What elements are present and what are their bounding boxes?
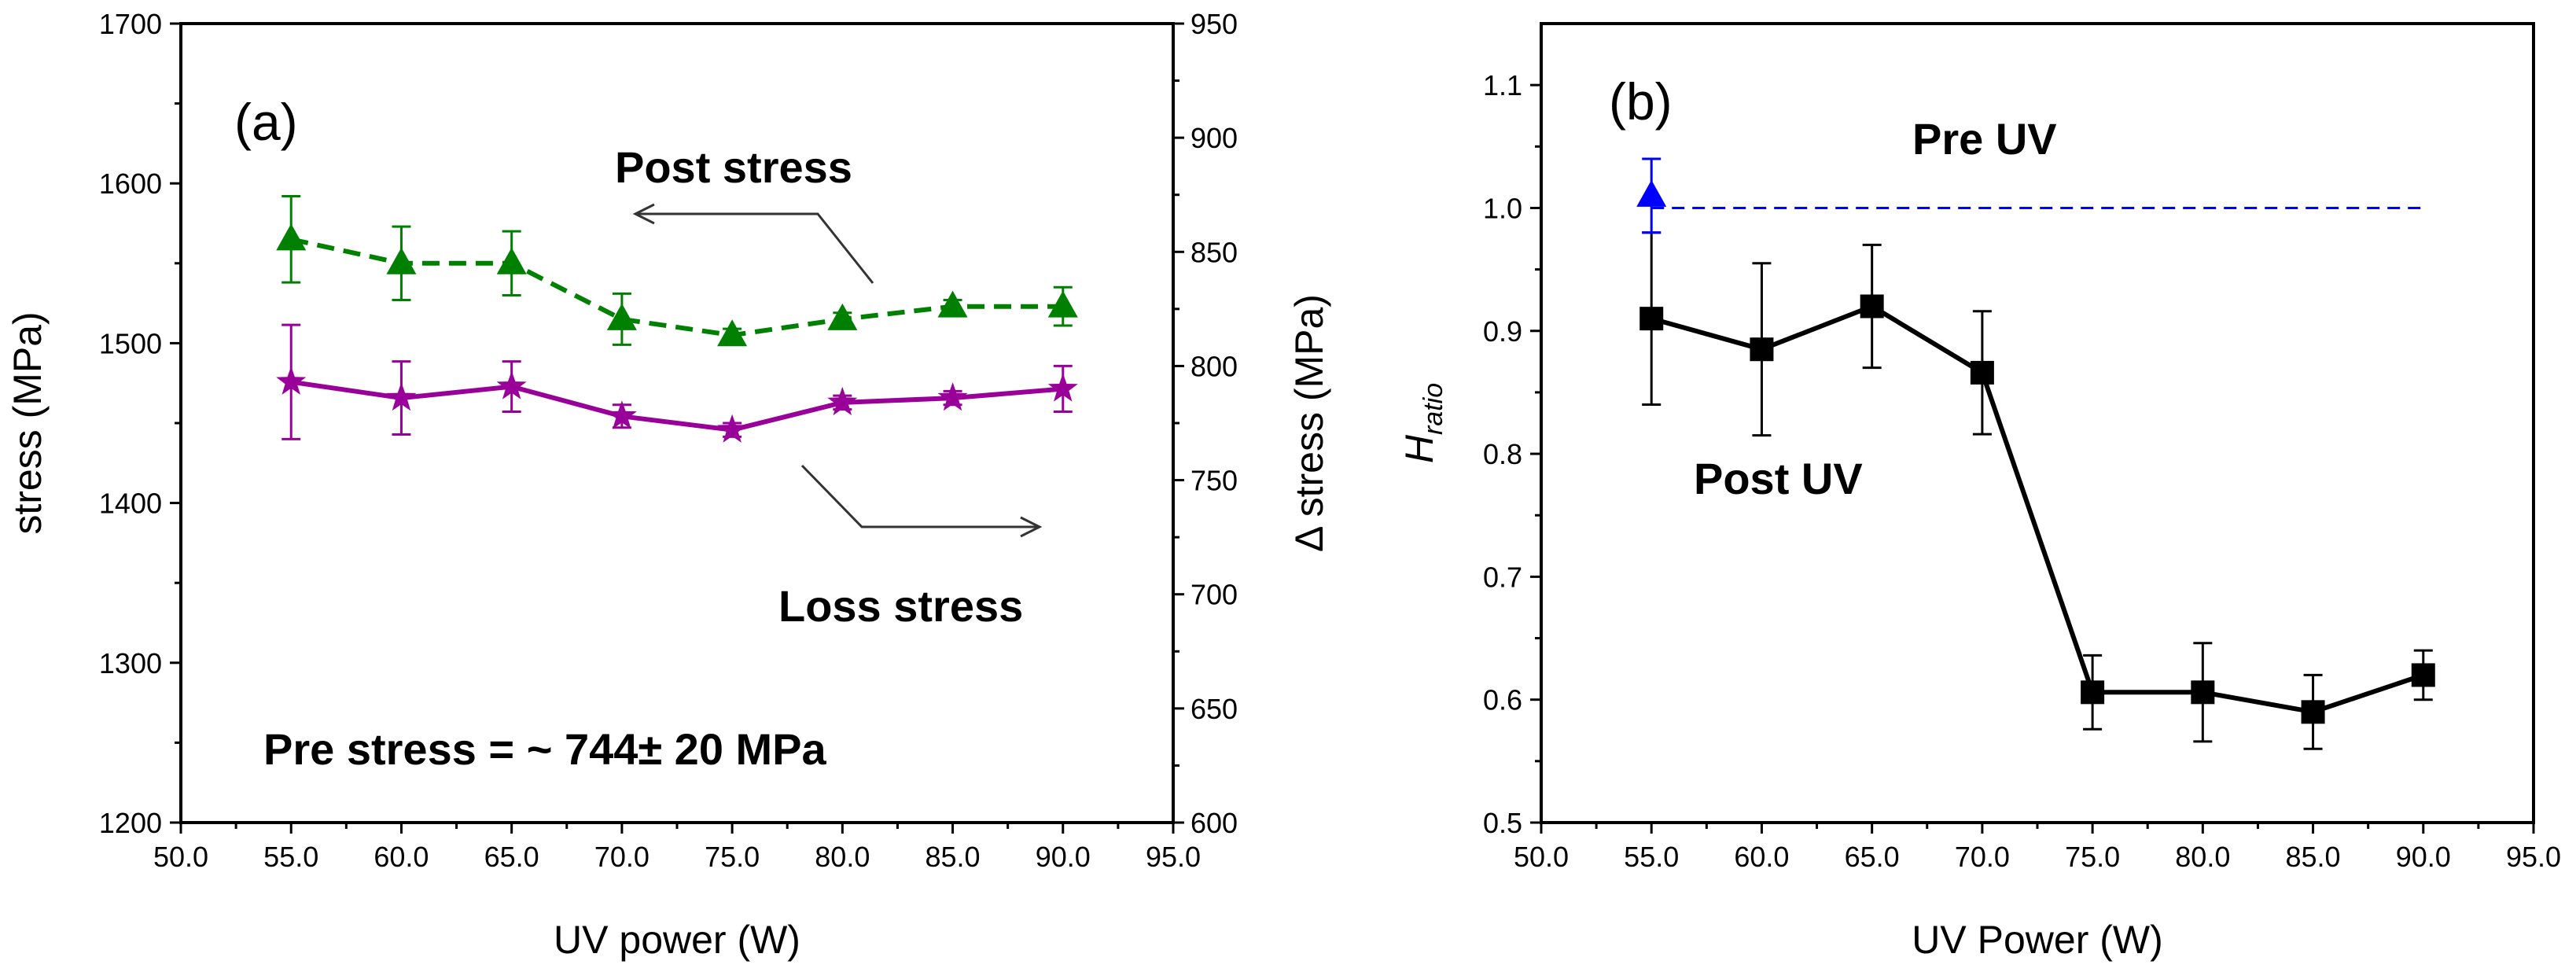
panel-a: 50.0 55.0 60.0 65.0 70.0 75.0 80.0 85.0 90.0 95.0… — [6, 8, 1331, 962]
post-stress-annotation: Post stress — [615, 142, 852, 192]
panel-a-y2-tick-label: 750 — [1190, 465, 1238, 497]
panel-b-y-axis-label-sub: ratio — [1419, 383, 1448, 435]
post-stress-point — [937, 290, 968, 318]
post-uv-point — [2301, 700, 2325, 724]
post-uv-annotation: Post UV — [1694, 454, 1863, 503]
panel-a-x-tick-label: 70.0 — [594, 841, 650, 873]
post-stress-line — [290, 237, 1063, 338]
panel-b-y-ticks: 0.5 0.6 0.7 0.8 0.9 1.0 1.1 — [1483, 69, 1541, 839]
panel-b-x-tick-label: 70.0 — [1955, 841, 2010, 873]
panel-b-y-axis-label: Hratio — [1397, 383, 1448, 463]
panel-b-y-tick-label: 0.6 — [1483, 684, 1522, 716]
post-stress-point — [606, 303, 637, 330]
panel-b-x-tick-label: 65.0 — [1845, 841, 1900, 873]
loss-stress-point — [496, 370, 527, 399]
panel-a-y-tick-label: 1700 — [99, 8, 162, 40]
panel-a-x-tick-label: 80.0 — [815, 841, 870, 873]
loss-stress-point — [717, 414, 748, 443]
post-uv-point — [1750, 337, 1774, 362]
post-uv-point — [2081, 680, 2105, 705]
panel-b-x-tick-label: 50.0 — [1514, 841, 1569, 873]
panel-b-x-tick-label: 85.0 — [2286, 841, 2341, 873]
panel-b-x-tick-label: 95.0 — [2506, 841, 2561, 873]
post-stress-arrow — [632, 203, 874, 284]
panel-a-y-axis-label: stress (MPa) — [6, 311, 50, 534]
loss-stress-line — [290, 379, 1064, 433]
panel-a-y2-tick-label: 800 — [1190, 350, 1238, 382]
panel-a-x-tick-label: 95.0 — [1146, 841, 1201, 873]
panel-b-label: (b) — [1609, 72, 1673, 131]
post-stress-point — [386, 247, 417, 274]
pre-uv-point — [1636, 179, 1667, 207]
pre-uv-annotation: Pre UV — [1912, 114, 2057, 164]
panel-a-x-tick-label: 75.0 — [705, 841, 760, 873]
panel-a-y-tick-label: 1600 — [99, 168, 162, 200]
panel-b-y-tick-label: 0.8 — [1483, 438, 1522, 470]
post-stress-point — [717, 319, 748, 347]
panel-a-x-axis-label: UV power (W) — [554, 918, 800, 962]
loss-stress-arrow — [800, 464, 1043, 538]
panel-a-y-ticks: 1200 1300 1400 1500 1600 1700 — [99, 8, 181, 839]
panel-a-x-tick-label: 85.0 — [926, 841, 981, 873]
post-uv-point — [2411, 663, 2435, 687]
loss-stress-point — [606, 400, 637, 429]
panel-b-x-tick-label: 90.0 — [2396, 841, 2451, 873]
panel-a-y-tick-label: 1200 — [99, 807, 162, 839]
loss-stress-point — [386, 382, 417, 411]
panel-a-y-tick-label: 1300 — [99, 647, 162, 679]
panel-a-label: (a) — [234, 93, 298, 151]
panel-a-y2-tick-label: 850 — [1190, 236, 1238, 268]
panel-a-y2-ticks: 600 650 700 750 800 850 900 950 — [1173, 8, 1238, 839]
panel-b-y-tick-label: 0.9 — [1483, 315, 1522, 348]
panel-a-x-tick-label: 50.0 — [153, 841, 208, 873]
panel-b-x-tick-label: 55.0 — [1624, 841, 1679, 873]
panel-b-x-axis-label: UV Power (W) — [1912, 918, 2162, 962]
loss-stress-point — [276, 366, 307, 395]
panel-a-y2-axis-label: Δ stress (MPa) — [1287, 294, 1331, 552]
panel-b-y-tick-label: 1.0 — [1483, 192, 1522, 224]
post-uv-line — [1650, 304, 2424, 715]
post-uv-point — [1970, 360, 1994, 385]
panel-a-series — [276, 194, 1078, 443]
panel-b-series — [1636, 157, 2435, 750]
panel-a-y-tick-label: 1400 — [99, 488, 162, 520]
loss-stress-point — [1047, 373, 1078, 402]
panel-a-y2-tick-label: 650 — [1190, 693, 1238, 725]
panel-b-y-tick-label: 1.1 — [1483, 69, 1522, 101]
panel-b-x-tick-label: 75.0 — [2065, 841, 2120, 873]
panel-a-x-tick-label: 60.0 — [374, 841, 429, 873]
panel-b: 50.0 55.0 60.0 65.0 70.0 75.0 80.0 85.0 90.0 95.0… — [1397, 22, 2561, 962]
panel-a-y-tick-label: 1500 — [99, 327, 162, 359]
panel-a-x-tick-label: 65.0 — [484, 841, 539, 873]
post-uv-point — [2191, 680, 2215, 705]
panel-a-y2-tick-label: 600 — [1190, 807, 1238, 839]
panel-b-x-ticks: 50.0 55.0 60.0 65.0 70.0 75.0 80.0 85.0 90.0 95.0 — [1514, 823, 2561, 873]
post-uv-point — [1860, 294, 1884, 318]
pre-stress-annotation: Pre stress = ~ 744± 20 MPa — [263, 724, 827, 774]
panel-a-y2-tick-label: 700 — [1190, 579, 1238, 611]
panel-a-y2-tick-label: 950 — [1190, 8, 1238, 40]
post-stress-point — [827, 303, 858, 330]
panel-a-y2-tick-label: 900 — [1190, 122, 1238, 154]
post-stress-point — [496, 247, 527, 274]
panel-b-x-tick-label: 60.0 — [1734, 841, 1789, 873]
panel-a-x-tick-label: 90.0 — [1036, 841, 1091, 873]
panel-b-y-axis-label-main: H — [1397, 434, 1441, 463]
panel-a-x-tick-label: 55.0 — [263, 841, 318, 873]
panel-a-x-ticks: 50.0 55.0 60.0 65.0 70.0 75.0 80.0 85.0 90.0 95.0 — [153, 823, 1201, 873]
post-uv-point — [1639, 307, 1664, 331]
panel-b-y-tick-label: 0.5 — [1483, 807, 1522, 839]
panel-b-y-tick-label: 0.7 — [1483, 561, 1522, 593]
panel-b-x-tick-label: 80.0 — [2175, 841, 2230, 873]
loss-stress-point — [827, 386, 858, 416]
post-stress-point — [276, 223, 307, 251]
post-stress-point — [1047, 290, 1078, 318]
loss-stress-annotation: Loss stress — [778, 581, 1023, 631]
loss-stress-point — [937, 382, 968, 411]
